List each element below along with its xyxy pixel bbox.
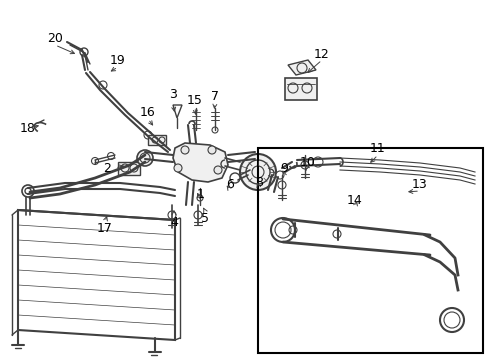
- Circle shape: [312, 157, 323, 167]
- Polygon shape: [173, 143, 227, 182]
- Text: 17: 17: [97, 221, 113, 234]
- Bar: [258, 148, 482, 353]
- Text: 19: 19: [110, 54, 125, 67]
- Circle shape: [275, 171, 284, 179]
- Text: 18: 18: [20, 122, 36, 135]
- Circle shape: [270, 218, 294, 242]
- Bar: [148, 135, 165, 145]
- Text: 11: 11: [369, 141, 385, 154]
- Bar: [118, 162, 140, 175]
- Text: 3: 3: [169, 89, 177, 102]
- Polygon shape: [287, 60, 315, 75]
- Text: 6: 6: [225, 179, 233, 192]
- Text: 16: 16: [140, 105, 156, 118]
- Text: 1: 1: [197, 189, 204, 202]
- Circle shape: [207, 146, 216, 154]
- Circle shape: [214, 166, 222, 174]
- Circle shape: [439, 308, 463, 332]
- Text: 20: 20: [47, 31, 63, 45]
- Text: 9: 9: [280, 162, 287, 175]
- Text: 13: 13: [411, 179, 427, 192]
- Text: 7: 7: [210, 90, 219, 103]
- Text: 15: 15: [187, 94, 203, 107]
- Text: 10: 10: [300, 157, 315, 170]
- Circle shape: [174, 164, 182, 172]
- Text: 4: 4: [170, 216, 178, 229]
- Circle shape: [240, 154, 275, 190]
- Text: 14: 14: [346, 194, 362, 207]
- Circle shape: [137, 150, 153, 166]
- Text: 8: 8: [254, 175, 263, 189]
- Circle shape: [181, 146, 189, 154]
- Circle shape: [22, 185, 34, 197]
- Bar: [285, 78, 316, 100]
- Text: 5: 5: [201, 211, 208, 225]
- Text: 12: 12: [313, 48, 329, 60]
- Text: 2: 2: [103, 162, 111, 175]
